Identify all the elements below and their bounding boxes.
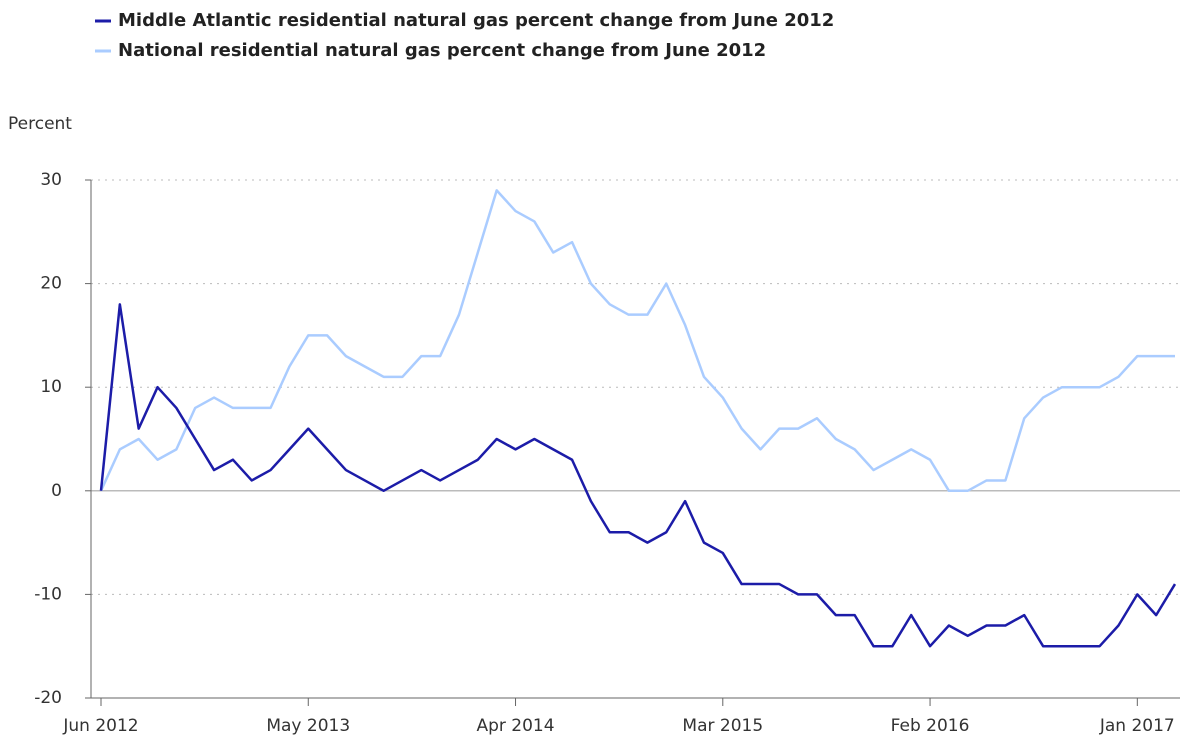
x-tick-label: Mar 2015: [682, 716, 763, 736]
y-tick-label: 0: [51, 481, 62, 501]
y-tick-label: 20: [40, 274, 62, 294]
x-tick-label: May 2013: [266, 716, 350, 736]
x-tick-label: Jun 2012: [62, 716, 138, 736]
legend-label: National residential natural gas percent…: [118, 40, 766, 61]
x-tick-label: Apr 2014: [476, 716, 554, 736]
series-line: [99, 303, 1177, 648]
y-axis-label: Percent: [8, 114, 72, 134]
y-tick-label: 10: [40, 377, 62, 397]
y-tick-label: -20: [34, 688, 62, 708]
y-tick-label: -10: [34, 584, 62, 604]
legend-label: Middle Atlantic residential natural gas …: [118, 10, 834, 31]
x-tick-label: Feb 2016: [891, 716, 970, 736]
series-line: [99, 189, 1175, 493]
x-tick-label: Jan 2017: [1099, 716, 1175, 736]
y-tick-label: 30: [40, 170, 62, 190]
